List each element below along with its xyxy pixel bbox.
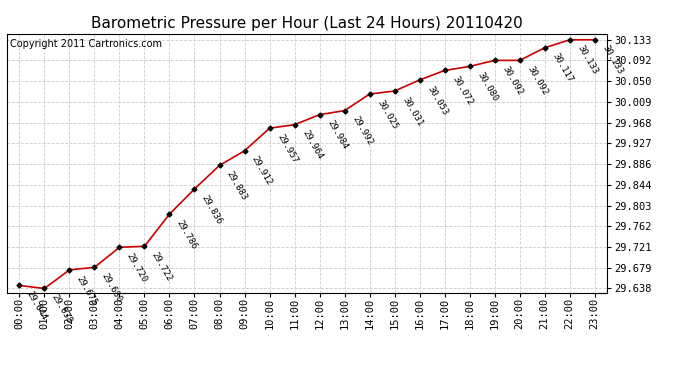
Text: 29.722: 29.722: [150, 251, 174, 283]
Text: 29.912: 29.912: [250, 155, 274, 188]
Text: 30.133: 30.133: [600, 44, 624, 76]
Text: 29.644: 29.644: [25, 290, 49, 322]
Text: 30.133: 30.133: [575, 44, 599, 76]
Text: 29.680: 29.680: [100, 272, 124, 304]
Text: 29.883: 29.883: [225, 170, 249, 202]
Text: 30.053: 30.053: [425, 84, 449, 117]
Text: 30.092: 30.092: [525, 64, 549, 97]
Text: 30.092: 30.092: [500, 64, 524, 97]
Title: Barometric Pressure per Hour (Last 24 Hours) 20110420: Barometric Pressure per Hour (Last 24 Ho…: [91, 16, 523, 31]
Text: 29.964: 29.964: [300, 129, 324, 161]
Text: 29.984: 29.984: [325, 119, 349, 151]
Text: Copyright 2011 Cartronics.com: Copyright 2011 Cartronics.com: [10, 39, 162, 49]
Text: 29.957: 29.957: [275, 132, 299, 165]
Text: 30.025: 30.025: [375, 98, 399, 130]
Text: 30.117: 30.117: [550, 52, 574, 84]
Text: 29.992: 29.992: [350, 115, 374, 147]
Text: 29.720: 29.720: [125, 252, 149, 284]
Text: 29.675: 29.675: [75, 274, 99, 306]
Text: 30.031: 30.031: [400, 95, 424, 128]
Text: 30.080: 30.080: [475, 70, 499, 103]
Text: 29.638: 29.638: [50, 292, 74, 325]
Text: 29.836: 29.836: [200, 193, 224, 226]
Text: 30.072: 30.072: [450, 75, 474, 107]
Text: 29.786: 29.786: [175, 218, 199, 251]
